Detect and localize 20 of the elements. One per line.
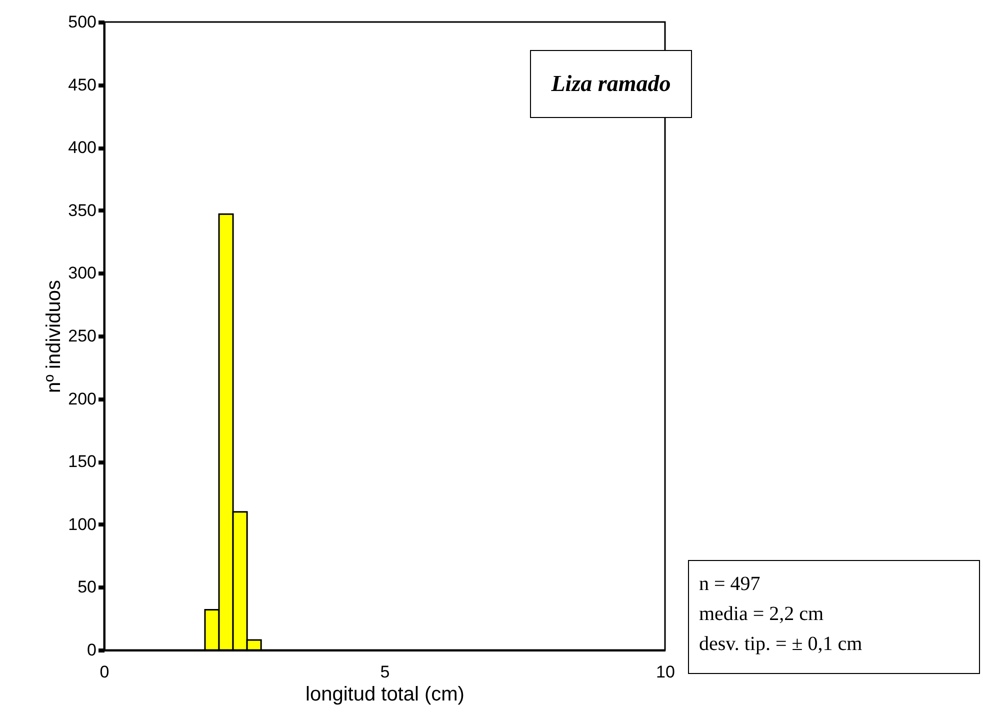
y-tick-label: 150 (68, 452, 96, 472)
y-tick-label: 200 (68, 389, 96, 408)
y-tick-label: 50 (78, 578, 96, 597)
text: media = 2,2 cm (699, 602, 825, 627)
y-tick-label: 250 (68, 326, 96, 346)
y-tick-label: 100 (68, 514, 96, 534)
y-tick-label: 450 (68, 75, 96, 94)
x-tick-label: 10 (656, 662, 675, 682)
y-axis-title: nº individuos (43, 280, 66, 393)
text: n = 497 (699, 572, 762, 597)
x-tick-label: 5 (380, 662, 390, 682)
x-tick-label: 0 (100, 662, 110, 682)
text: desv. tip. = ± 0,1 cm (699, 632, 864, 657)
y-tick-label: 400 (68, 138, 96, 158)
y-tick-label: 500 (68, 12, 96, 32)
x-axis-title: longitud total (cm) (306, 684, 464, 706)
y-tick-label: 350 (68, 200, 96, 220)
text: Liza ramado (530, 50, 692, 118)
y-tick-label: 300 (68, 264, 96, 283)
y-tick-label: 0 (87, 640, 96, 660)
